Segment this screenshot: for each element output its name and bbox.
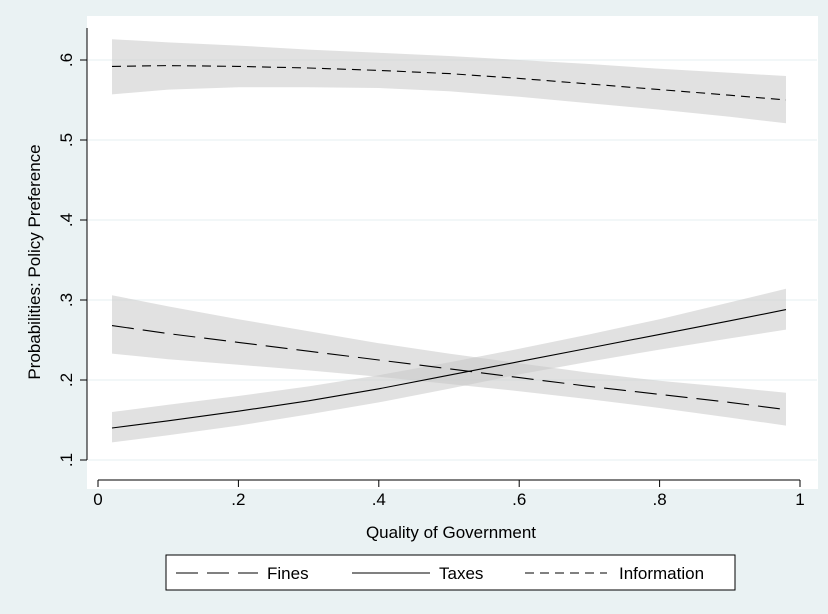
series-line-information — [111, 65, 787, 101]
series-line-fines — [111, 325, 787, 411]
y-axis-ticks: .1 .2 .3 .4 .5 .6 — [57, 53, 87, 467]
series-lines — [111, 65, 787, 429]
y-tick-label: .5 — [57, 133, 76, 147]
confidence-bands — [112, 39, 786, 443]
x-tick-label: 1 — [795, 490, 804, 509]
legend-label-fines: Fines — [267, 564, 309, 583]
legend-box — [165, 554, 736, 591]
axes — [86, 28, 800, 481]
legend-label-information: Information — [619, 564, 704, 583]
x-tick-label: 0 — [93, 490, 102, 509]
x-tick-label: .8 — [653, 490, 667, 509]
confidence-band-fines — [112, 295, 786, 426]
y-tick-label: .2 — [57, 373, 76, 387]
confidence-band-information — [112, 39, 786, 124]
y-tick-label: .3 — [57, 293, 76, 307]
y-tick-label: .4 — [57, 213, 76, 227]
series-line-taxes — [111, 309, 787, 429]
legend: Fines Taxes Information — [176, 564, 704, 583]
x-tick-label: .2 — [231, 490, 245, 509]
y-tick-label: .6 — [57, 53, 76, 67]
x-axis-title: Quality of Government — [366, 523, 536, 542]
y-axis-title: Probabilities: Policy Preference — [25, 144, 44, 379]
x-tick-label: .6 — [512, 490, 526, 509]
confidence-band-taxes — [112, 288, 786, 443]
x-tick-label: .4 — [372, 490, 386, 509]
x-axis-ticks: 0 .2 .4 .6 .8 1 — [93, 480, 805, 509]
legend-label-taxes: Taxes — [439, 564, 483, 583]
y-tick-label: .1 — [57, 453, 76, 467]
